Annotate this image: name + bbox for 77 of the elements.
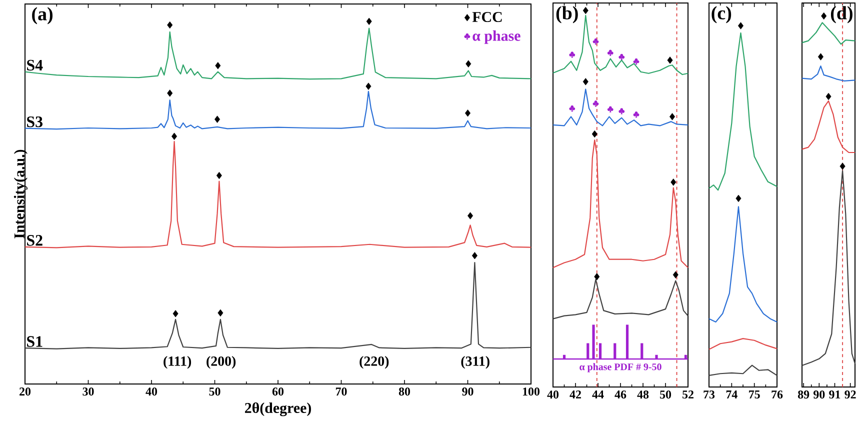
x-tick-label: 73 [704,390,715,399]
x-axis-title: 2θ(degree) [244,402,311,416]
point [667,56,673,64]
chart-title: (a) [32,7,53,24]
x-tick-label: 90 [462,388,474,396]
point [172,310,178,318]
point [472,252,478,260]
x-tick-label: 50 [660,390,672,399]
annotation: (311) [461,356,490,369]
series-label: S3 [27,116,42,128]
x-tick-label: 92 [844,390,856,399]
annotation: (220) [360,356,389,369]
x-tick-label: 100 [522,388,540,396]
point [592,130,598,138]
point [569,52,576,58]
annotation: (111) [164,356,192,369]
point [618,108,625,114]
chart-title: (d) [830,6,852,24]
x-tick-label: 40 [146,388,158,396]
point [618,54,625,60]
series-label: S1 [27,336,42,347]
series-label: S4 [27,60,43,71]
point [840,162,846,170]
point [582,6,588,14]
point [366,82,372,90]
annotation: (200) [206,356,236,369]
point [670,178,676,186]
point [633,58,640,65]
x-tick-label: 30 [82,388,94,396]
series-label: α phase PDF # 9-50 [580,363,662,372]
x-tick-label: 89 [798,390,810,399]
point [214,116,220,123]
series-label: S2 [27,235,42,246]
point [172,132,178,140]
x-tick-label: 91 [829,390,840,399]
x-tick-label: 40 [547,390,559,399]
legend-label: FCC [472,12,502,22]
point [582,78,588,86]
x-tick-label: 90 [814,390,825,399]
point [218,309,224,317]
point [468,212,474,220]
point [821,12,827,20]
point [607,106,614,112]
point [466,60,472,68]
x-tick-label: 20 [20,388,31,396]
x-tick-label: 76 [772,390,783,399]
x-tick-label: 46 [614,390,626,399]
point [672,271,678,278]
point [465,110,470,117]
point [818,53,824,60]
legend-label: α phase [472,30,520,44]
x-tick-label: 50 [209,388,220,396]
point [633,111,640,118]
point [592,38,599,45]
x-tick-label: 75 [749,390,760,398]
x-tick-label: 52 [682,390,694,399]
x-tick-label: 48 [637,390,649,399]
x-tick-label: 74 [726,390,738,398]
point [216,172,222,180]
point [607,50,614,56]
chart-title: (b) [556,6,578,24]
y-axis-title: Intensity(a.u.) [14,150,28,238]
x-tick-label: 44 [592,390,604,398]
x-tick-label: 80 [398,388,410,396]
point [592,100,599,107]
point [670,113,676,120]
point [569,105,576,112]
x-tick-label: 60 [272,388,284,396]
point [366,18,372,25]
point [167,90,173,97]
x-tick-label: 42 [570,390,581,398]
point [594,273,600,280]
point [215,62,221,70]
point [167,21,173,29]
x-tick-label: 70 [336,388,347,396]
chart-title: (c) [712,6,732,24]
point [826,92,832,100]
